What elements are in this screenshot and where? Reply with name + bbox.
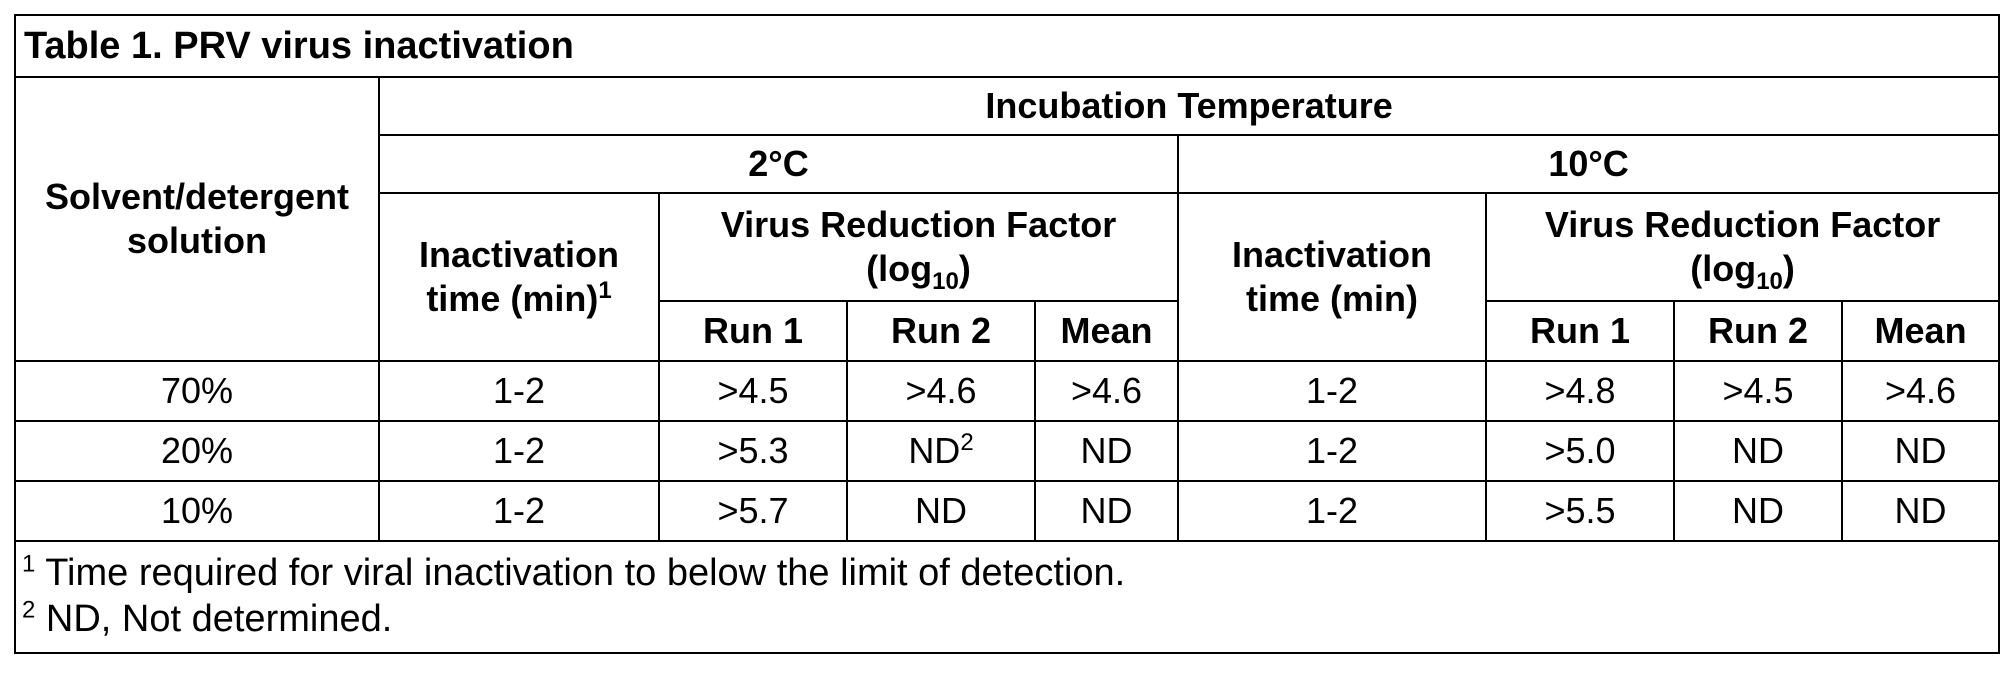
cell-time-10c: 1-2 [1178, 481, 1486, 541]
header-inactivation-time-10c: Inactivation time (min) [1178, 193, 1486, 361]
cell-run2-2c: ND2 [847, 421, 1035, 481]
header-inactivation-time-2c: Inactivation time (min)1 [379, 193, 659, 361]
header-run2-2c: Run 2 [847, 301, 1035, 361]
cell-run2-10c: ND [1674, 481, 1842, 541]
cell-run1-2c: >4.5 [659, 361, 847, 421]
cell-time-10c: 1-2 [1178, 421, 1486, 481]
cell-run1-10c: >4.8 [1486, 361, 1674, 421]
cell-time-10c: 1-2 [1178, 361, 1486, 421]
header-temp-2c: 2°C [379, 135, 1178, 193]
table-row: 70% 1-2 >4.5 >4.6 >4.6 1-2 >4.8 >4.5 >4.… [15, 361, 1999, 421]
header-vrf-2c-line1: Virus Reduction Factor [660, 203, 1177, 247]
header-vrf-2c-line2: (log10) [660, 247, 1177, 291]
header-mean-2c: Mean [1035, 301, 1178, 361]
cell-run2-10c: ND [1674, 421, 1842, 481]
cell-solution: 70% [15, 361, 379, 421]
header-vrf-10c: Virus Reduction Factor (log10) [1486, 193, 1999, 301]
table-frame: Table 1. PRV virus inactivation Solvent/… [14, 14, 1988, 662]
cell-run1-10c: >5.0 [1486, 421, 1674, 481]
header-vrf-2c: Virus Reduction Factor (log10) [659, 193, 1178, 301]
footnote-mark-1: 1 [598, 277, 611, 304]
cell-time-2c: 1-2 [379, 421, 659, 481]
header-temp-10c: 10°C [1178, 135, 1999, 193]
table-title: Table 1. PRV virus inactivation [15, 15, 1999, 77]
header-vrf-10c-line2: (log10) [1487, 247, 1998, 291]
footnote-2: 2 ND, Not determined. [22, 596, 1990, 642]
cell-solution: 20% [15, 421, 379, 481]
table-footnotes: 1 Time required for viral inactivation t… [15, 541, 1999, 653]
cell-mean-10c: >4.6 [1842, 361, 1999, 421]
cell-mean-10c: ND [1842, 421, 1999, 481]
header-solvent-detergent: Solvent/detergent solution [15, 77, 379, 361]
header-run1-2c: Run 1 [659, 301, 847, 361]
table-row: 10% 1-2 >5.7 ND ND 1-2 >5.5 ND ND [15, 481, 1999, 541]
header-run2-10c: Run 2 [1674, 301, 1842, 361]
header-mean-10c: Mean [1842, 301, 1999, 361]
footnote-mark-2: 2 [960, 429, 973, 456]
header-vrf-10c-line1: Virus Reduction Factor [1487, 203, 1998, 247]
header-inactivation-time-2c-label: Inactivation time (min) [419, 234, 619, 319]
cell-run1-2c: >5.7 [659, 481, 847, 541]
cell-run2-2c: ND [847, 481, 1035, 541]
footnote-1: 1 Time required for viral inactivation t… [22, 550, 1990, 596]
cell-run2-10c: >4.5 [1674, 361, 1842, 421]
prv-inactivation-table: Table 1. PRV virus inactivation Solvent/… [14, 14, 2000, 654]
cell-time-2c: 1-2 [379, 481, 659, 541]
header-run1-10c: Run 1 [1486, 301, 1674, 361]
cell-run2-2c: >4.6 [847, 361, 1035, 421]
cell-mean-2c: ND [1035, 481, 1178, 541]
cell-run2-2c-value: ND [908, 430, 960, 471]
table-row: 20% 1-2 >5.3 ND2 ND 1-2 >5.0 ND ND [15, 421, 1999, 481]
cell-run1-10c: >5.5 [1486, 481, 1674, 541]
cell-run1-2c: >5.3 [659, 421, 847, 481]
cell-mean-2c: ND [1035, 421, 1178, 481]
cell-solution: 10% [15, 481, 379, 541]
cell-time-2c: 1-2 [379, 361, 659, 421]
header-incubation-temperature: Incubation Temperature [379, 77, 1999, 135]
cell-mean-2c: >4.6 [1035, 361, 1178, 421]
cell-mean-10c: ND [1842, 481, 1999, 541]
